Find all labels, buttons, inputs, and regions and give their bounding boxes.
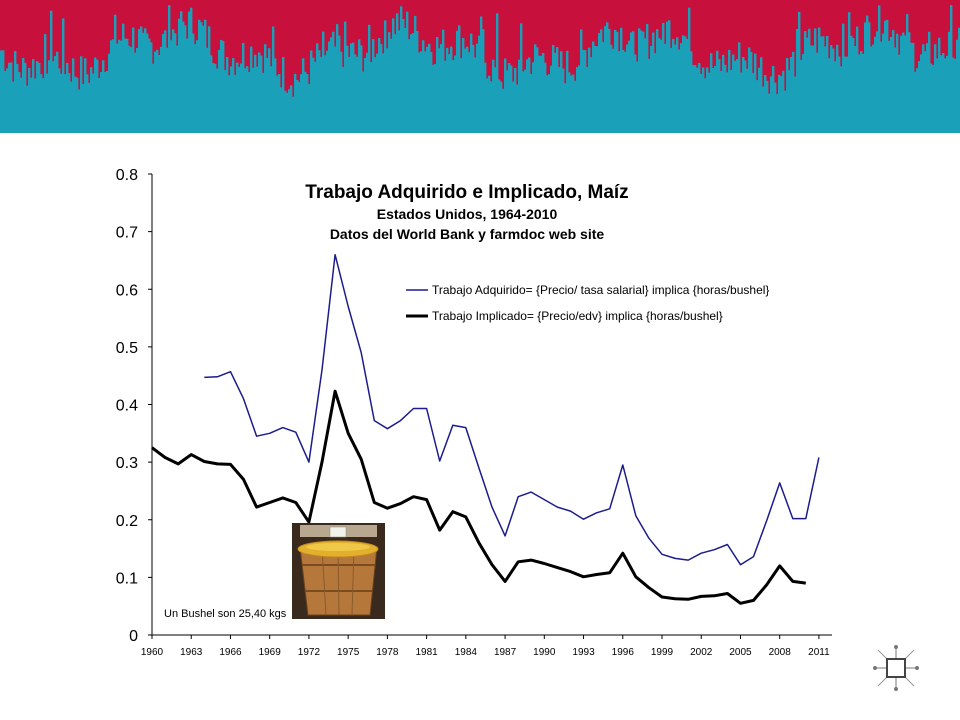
legend: Trabajo Adquirido= {Precio/ tasa salaria… xyxy=(406,283,769,323)
x-tick-label: 1987 xyxy=(494,647,517,658)
legend-label-adquirido: Trabajo Adquirido= {Precio/ tasa salaria… xyxy=(432,283,769,297)
x-tick-label: 1981 xyxy=(415,647,438,658)
y-tick-label: 0.4 xyxy=(116,398,138,415)
inset-caption: Un Bushel son 25,40 kgs xyxy=(164,608,287,620)
x-tick-label: 1996 xyxy=(612,647,635,658)
x-tick-label: 1969 xyxy=(259,647,282,658)
chart-subtitle: Estados Unidos, 1964-2010 xyxy=(377,206,558,222)
y-tick-label: 0.3 xyxy=(116,455,138,472)
series-line-implicado xyxy=(151,389,806,605)
x-tick-label: 1990 xyxy=(533,647,556,658)
corner-logo-icon xyxy=(872,644,920,692)
chart-title: Trabajo Adquirido e Implicado, Maíz xyxy=(305,182,628,203)
x-tick-label: 2008 xyxy=(769,647,792,658)
chart-subtitle-source: Datos del World Bank y farmdoc web site xyxy=(330,226,605,242)
bushel-inset: Un Bushel son 25,40 kgs xyxy=(157,523,387,623)
line-chart: 00.10.20.30.40.50.60.70.8 1960 1963 1966 19… xyxy=(0,133,960,720)
banner-spikes xyxy=(0,5,960,133)
x-tick-label: 1993 xyxy=(572,647,595,658)
x-tick-label: 1999 xyxy=(651,647,674,658)
series-line-adquirido xyxy=(204,253,820,566)
y-tick-label: 0.8 xyxy=(116,167,138,184)
header-banner xyxy=(0,0,960,133)
x-axis-ticks: 1960 1963 1966 1969 1972 1975 1978 1981 1984 1987… xyxy=(141,635,830,658)
y-tick-label: 0.2 xyxy=(116,513,138,530)
legend-label-implicado: Trabajo Implicado= {Precio/edv} implica … xyxy=(432,309,723,323)
y-tick-label: 0.6 xyxy=(116,282,138,299)
series-lines xyxy=(151,253,820,605)
bushel-basket-photo xyxy=(292,523,385,619)
x-tick-label: 2011 xyxy=(808,647,830,658)
x-tick-label: 2005 xyxy=(729,647,752,658)
x-tick-label: 1978 xyxy=(376,647,399,658)
x-tick-label: 1966 xyxy=(219,647,242,658)
y-tick-label: 0 xyxy=(129,628,138,645)
x-tick-label: 1984 xyxy=(455,647,478,658)
y-tick-label: 0.5 xyxy=(116,340,138,357)
x-tick-label: 1960 xyxy=(141,647,164,658)
y-tick-label: 0.7 xyxy=(116,225,138,242)
x-tick-label: 1972 xyxy=(298,647,321,658)
x-tick-label: 2002 xyxy=(690,647,713,658)
x-tick-label: 1975 xyxy=(337,647,360,658)
y-axis-ticks: 0 0.1 0.2 0.3 0.4 0.5 0.6 0.7 0.8 xyxy=(116,167,152,645)
x-tick-label: 1963 xyxy=(180,647,203,658)
y-tick-label: 0.1 xyxy=(116,570,138,587)
